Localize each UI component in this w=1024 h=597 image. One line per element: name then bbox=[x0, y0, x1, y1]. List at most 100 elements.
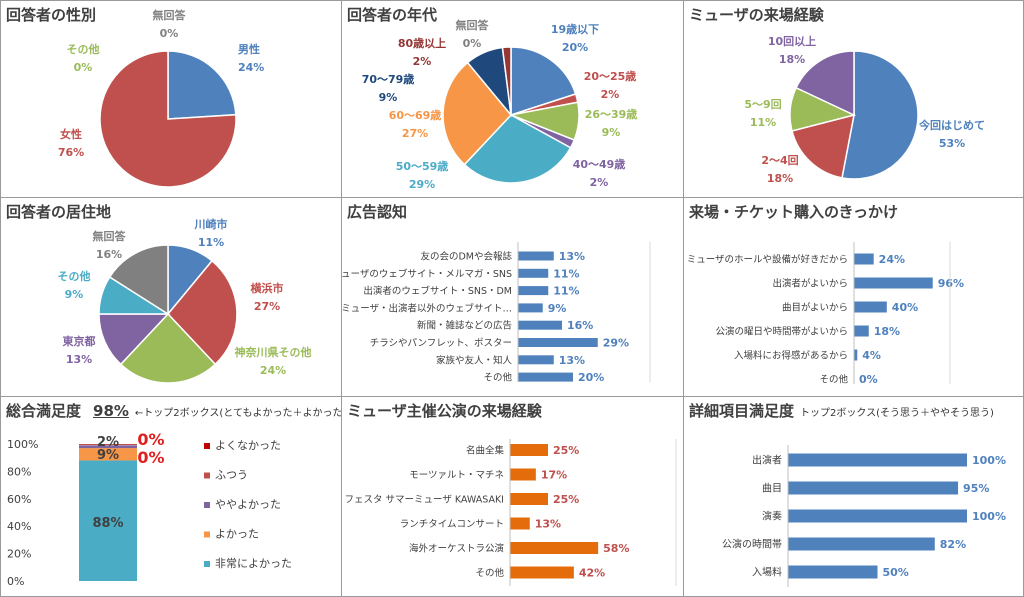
panel-residence: 回答者の居住地 川崎市 11% 横浜市 27% 神奈川県その他 24% 東京都 13% その他 9… bbox=[0, 197, 342, 397]
pie-slice-5 bbox=[108, 244, 169, 316]
pie-label-3: 10回以上 bbox=[768, 34, 816, 48]
pie-label-5: 60～69歳 bbox=[389, 108, 442, 122]
legend-swatch-2 bbox=[204, 502, 210, 508]
legend-swatch-4 bbox=[204, 561, 210, 567]
bar-category-0: ミューザのホールや設備が好きだから bbox=[687, 254, 848, 266]
bar-category-1: モーツァルト・マチネ bbox=[409, 470, 504, 481]
pie-value-0: 53% bbox=[939, 137, 965, 150]
pie-label-7: 80歳以上 bbox=[398, 36, 446, 50]
legend-label-1: ふつう bbox=[215, 469, 248, 482]
pie-value-3: 2% bbox=[590, 176, 609, 189]
bar-7 bbox=[518, 372, 573, 382]
pie-value-5: 27% bbox=[402, 127, 428, 140]
bar-value-2: 100% bbox=[972, 510, 1006, 523]
legend-label-0: よくなかった bbox=[215, 439, 281, 452]
visits-pie-chart: 今回はじめて 53% 2～4回 18% 5～9回 11% 10回以上 18% bbox=[744, 34, 985, 185]
bar-value-1: 95% bbox=[963, 482, 989, 495]
pie-slice-3 bbox=[795, 50, 855, 117]
bar-value-2: 11% bbox=[553, 285, 579, 298]
bar-value-0: 100% bbox=[972, 454, 1006, 467]
pie-value-0: 11% bbox=[198, 236, 224, 249]
bar-category-0: 友の会のDMや会報誌 bbox=[420, 251, 512, 263]
bar-value-0: 25% bbox=[553, 444, 579, 457]
detail-subtitle: トップ2ボックス(そう思う＋ややそう思う) bbox=[800, 408, 994, 419]
y-tick-3: 60% bbox=[7, 493, 31, 506]
bar-4 bbox=[510, 542, 599, 554]
bar-value-5: 29% bbox=[603, 337, 629, 350]
pie-value-0: 20% bbox=[562, 41, 588, 54]
stack-label-3: 0% bbox=[137, 430, 164, 449]
y-tick-1: 20% bbox=[7, 548, 31, 561]
pie-label-3: 東京都 bbox=[63, 334, 96, 348]
gender-pie-chart: 男性 24% 女性 76% その他 0% 無回答 0% bbox=[58, 8, 264, 188]
chart-title: 詳細項目満足度 トップ2ボックス(そう思う＋ややそう思う) bbox=[689, 400, 994, 421]
y-tick-2: 40% bbox=[7, 520, 31, 533]
pie-label-8: 無回答 bbox=[456, 18, 490, 32]
trigger-bar-chart: ミューザのホールや設備が好きだから 24% 出演者がよいから 96% 曲目がよいから 40… bbox=[687, 242, 964, 386]
bar-2 bbox=[854, 301, 887, 313]
chart-title: 広告認知 bbox=[347, 203, 408, 221]
bar-value-4: 50% bbox=[883, 566, 909, 579]
bar-category-4: 入場料にお得感があるから bbox=[734, 350, 848, 362]
bar-value-3: 82% bbox=[940, 538, 966, 551]
pie-value-1: 2% bbox=[601, 88, 620, 101]
bar-category-2: 曲目がよいから bbox=[782, 302, 848, 314]
bar-category-2: 出演者のウェブサイト・SNS・DM bbox=[363, 285, 512, 297]
bar-3 bbox=[510, 517, 530, 530]
pie-value-2: 9% bbox=[602, 126, 621, 139]
bar-value-2: 40% bbox=[892, 301, 918, 314]
bar-3 bbox=[788, 537, 935, 551]
bar-category-6: 家族や友人・知人 bbox=[436, 354, 513, 366]
bar-1 bbox=[854, 277, 933, 289]
bar-4 bbox=[854, 349, 858, 361]
bar-category-3: ミューザ・出演者以外のウェブサイト… bbox=[341, 302, 512, 314]
legend-label-4: 非常によかった bbox=[215, 557, 292, 570]
stack-seg-1 bbox=[79, 448, 137, 461]
overall-stacked-chart: 0%20%40%60%80%100%88%9%2% 0%0%よくなかったふつうやや… bbox=[7, 430, 292, 588]
pie-label-1: 20～25歳 bbox=[584, 69, 637, 83]
bar-value-3: 13% bbox=[535, 518, 561, 531]
legend-swatch-0 bbox=[204, 443, 210, 449]
y-tick-4: 80% bbox=[7, 465, 31, 478]
bar-4 bbox=[788, 565, 878, 579]
bar-0 bbox=[788, 453, 967, 467]
panel-gender: 回答者の性別 男性 24% 女性 76% その他 0% 無回答 0% bbox=[0, 0, 342, 198]
bar-category-5: その他 bbox=[819, 374, 848, 386]
legend-swatch-3 bbox=[204, 531, 210, 538]
bar-value-3: 18% bbox=[874, 325, 900, 338]
bar-value-2: 25% bbox=[553, 493, 579, 506]
bar-3 bbox=[518, 303, 543, 313]
legend-label-3: よかった bbox=[215, 528, 259, 541]
bar-5 bbox=[510, 566, 574, 579]
pie-label-4: その他 bbox=[58, 269, 91, 283]
pie-label-1: 2～4回 bbox=[761, 153, 798, 167]
pie-value-8: 0% bbox=[463, 37, 482, 50]
pie-label-3: 40～49歳 bbox=[573, 157, 626, 171]
bar-value-0: 13% bbox=[559, 250, 585, 263]
pie-slice-0 bbox=[841, 50, 919, 180]
chart-title: 総合満足度 98% ←トップ2ボックス(とてもよかった＋よかった) bbox=[6, 400, 341, 421]
legend-swatch-1 bbox=[204, 472, 210, 479]
bar-0 bbox=[518, 251, 554, 261]
bar-value-6: 13% bbox=[559, 354, 585, 367]
bar-category-7: その他 bbox=[483, 372, 512, 384]
bar-category-0: 出演者 bbox=[752, 454, 782, 467]
bar-1 bbox=[510, 468, 536, 481]
stack-seg-0 bbox=[79, 460, 137, 581]
pie-slice-1 bbox=[791, 113, 855, 179]
pie-label-2: その他 bbox=[67, 42, 100, 56]
bar-value-4: 16% bbox=[567, 319, 593, 332]
bar-2 bbox=[518, 286, 549, 296]
bar-6 bbox=[518, 355, 554, 365]
pie-value-6: 9% bbox=[379, 91, 398, 104]
bar-1 bbox=[788, 481, 959, 495]
bar-value-1: 96% bbox=[938, 277, 964, 290]
bar-category-4: 海外オーケストラ公演 bbox=[409, 543, 504, 555]
bar-category-0: 名曲全集 bbox=[466, 445, 505, 457]
ads-bar-chart: 友の会のDMや会報誌 13% ミューザのウェブサイト・メルマガ・SNS 11% 出演者の… bbox=[341, 242, 651, 384]
pie-slice-1 bbox=[99, 50, 237, 188]
pie-value-3: 0% bbox=[160, 27, 179, 40]
bar-category-3: ランチタイムコンサート bbox=[400, 519, 504, 530]
bar-category-5: その他 bbox=[475, 567, 504, 579]
pie-label-1: 女性 bbox=[60, 127, 82, 141]
